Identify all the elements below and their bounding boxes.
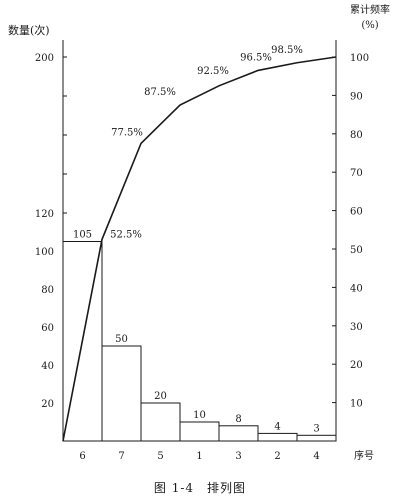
left-tick-label: 60 <box>41 323 54 334</box>
bar-value-label: 4 <box>274 421 280 432</box>
y-right-axis-unit: (%) <box>361 20 378 31</box>
right-tick-label: 80 <box>350 130 363 141</box>
bar-value-label: 50 <box>115 334 128 345</box>
bar-value-label: 8 <box>235 414 241 425</box>
right-tick-label: 50 <box>350 245 363 256</box>
bar <box>179 421 220 442</box>
x-tick-label: 7 <box>118 451 124 462</box>
x-tick-label: 1 <box>196 451 202 462</box>
y-left-axis-title: 数量(次) <box>8 23 50 37</box>
cumulative-label: 52.5% <box>110 229 142 240</box>
left-tick-label: 100 <box>35 247 54 258</box>
bar-value-label: 105 <box>73 230 92 241</box>
cumulative-label: 92.5% <box>197 66 229 77</box>
cumulative-label: 98.5% <box>271 45 303 56</box>
bar-value-label: 10 <box>193 410 206 421</box>
x-tick-label: 2 <box>274 451 280 462</box>
bar-value-label: 20 <box>154 391 167 402</box>
left-tick-label: 40 <box>41 361 54 372</box>
figure-caption: 图 1-4 排列图 <box>153 481 247 495</box>
right-tick-label: 70 <box>350 168 363 179</box>
right-tick-label: 100 <box>350 53 369 64</box>
left-tick-label: 80 <box>41 285 54 296</box>
bar <box>101 345 142 442</box>
left-tick-label: 200 <box>35 53 54 64</box>
right-tick-label: 40 <box>350 283 363 294</box>
bar-value-label: 3 <box>313 423 319 434</box>
bar <box>257 432 298 442</box>
x-axis-title: 序号 <box>354 449 374 462</box>
right-tick-label: 90 <box>350 91 363 102</box>
x-tick-label: 5 <box>157 451 163 462</box>
left-tick-label: 120 <box>35 209 54 220</box>
y-right-axis-title: 累计频率 <box>350 3 390 16</box>
bar <box>296 434 337 442</box>
cumulative-label: 77.5% <box>111 127 143 138</box>
x-tick-label: 3 <box>235 451 241 462</box>
right-tick-label: 10 <box>350 399 363 410</box>
x-tick-label: 4 <box>313 451 319 462</box>
right-tick-label: 20 <box>350 360 363 371</box>
left-tick-label: 20 <box>41 399 54 410</box>
cumulative-line <box>62 56 337 442</box>
right-tick-label: 30 <box>350 322 363 333</box>
bar <box>140 402 181 442</box>
right-tick-label: 60 <box>350 207 363 218</box>
cumulative-label: 87.5% <box>144 87 176 98</box>
x-tick-label: 6 <box>79 451 85 462</box>
bar <box>218 425 259 442</box>
cumulative-label: 96.5% <box>240 52 272 63</box>
chart-canvas: 20406080100120200102030405060708090100数量… <box>8 3 390 462</box>
